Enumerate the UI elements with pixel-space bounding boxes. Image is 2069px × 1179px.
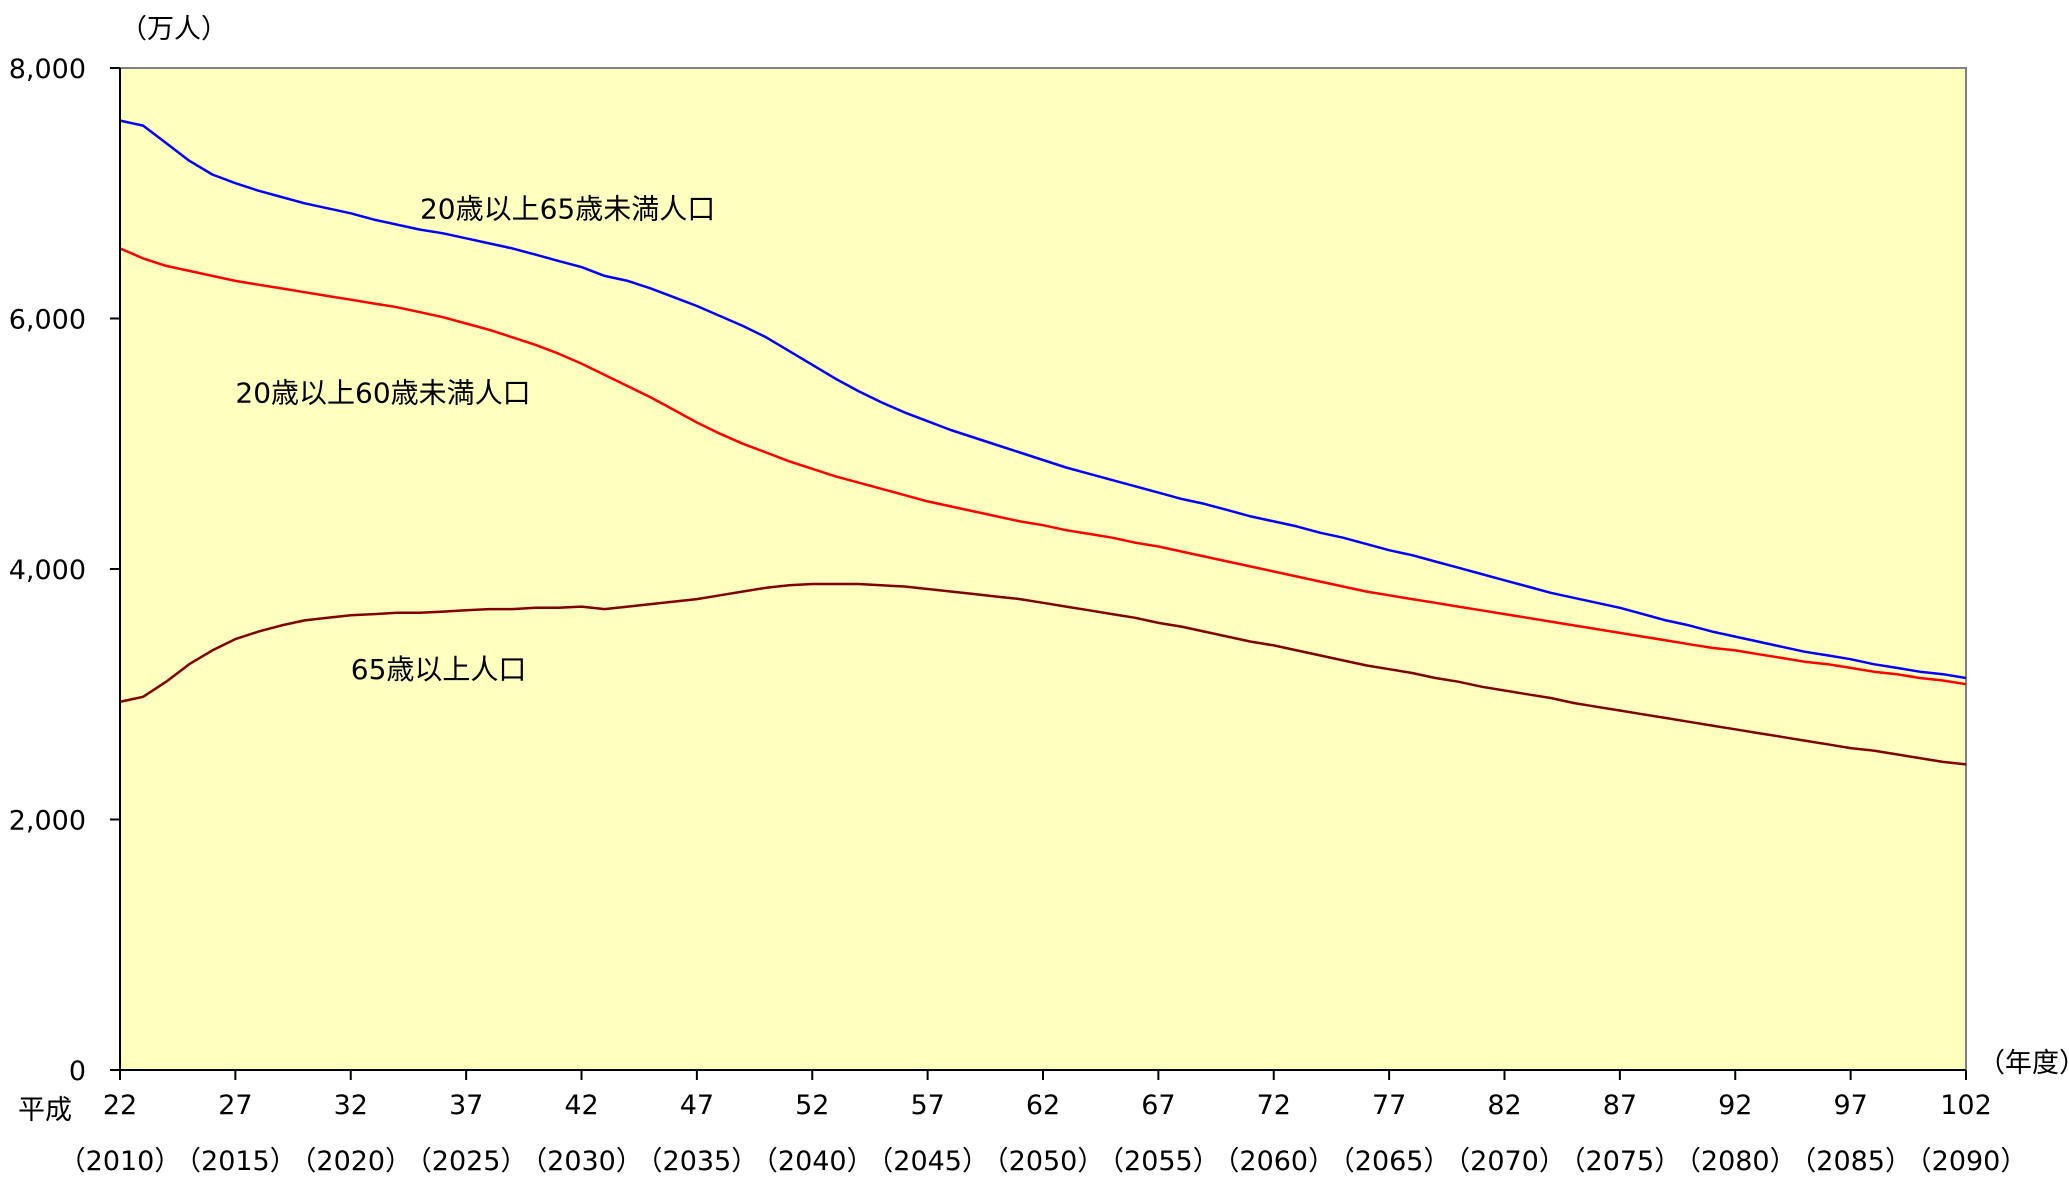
- series-label-1: 20歳以上60歳未満人口: [235, 376, 530, 409]
- x-tick-label: 72: [1257, 1090, 1291, 1121]
- y-axis-unit-label: （万人）: [120, 14, 228, 45]
- x-tick-label: 77: [1372, 1090, 1406, 1121]
- labels-layer: 20歳以上65歳未満人口 20歳以上60歳未満人口 65歳以上人口: [235, 192, 715, 686]
- x-tick-label: 102: [1940, 1090, 1992, 1121]
- y-tick-label: 6,000: [9, 305, 86, 336]
- x-tick-western-year: （2075）: [1559, 1146, 1682, 1177]
- x-tick-western-year: （2010）: [59, 1146, 182, 1177]
- y-tick-label: 8,000: [9, 54, 86, 85]
- x-tick-western-year: （2050）: [982, 1146, 1105, 1177]
- era-label: 平成: [18, 1095, 72, 1126]
- y-tick-label: 2,000: [9, 806, 86, 837]
- x-tick-label: 67: [1141, 1090, 1175, 1121]
- x-tick-western-year: （2065）: [1328, 1146, 1451, 1177]
- x-axis-unit-label: （年度）: [1978, 1048, 2069, 1079]
- series-label-0: 20歳以上65歳未満人口: [420, 192, 715, 225]
- axes-layer: 8,000 6,000 4,000 2,000 0 22 （2010） 27 （2015） 32 （…: [9, 54, 2028, 1177]
- x-tick-western-year: （2045）: [866, 1146, 989, 1177]
- series-layer: [119, 119, 1967, 766]
- x-tick-western-year: （2040）: [751, 1146, 874, 1177]
- x-tick-western-year: （2080）: [1674, 1146, 1797, 1177]
- x-tick-label: 42: [564, 1090, 598, 1121]
- x-tick-label: 52: [795, 1090, 829, 1121]
- series-line-2: [119, 582, 1967, 766]
- y-tick-label: 0: [69, 1056, 86, 1087]
- x-tick-western-year: （2090）: [1905, 1146, 2028, 1177]
- x-tick-western-year: （2015）: [174, 1146, 297, 1177]
- x-tick-label: 82: [1487, 1090, 1521, 1121]
- x-tick-label: 37: [449, 1090, 483, 1121]
- series-label-2: 65歳以上人口: [351, 653, 527, 686]
- x-tick-western-year: （2070）: [1443, 1146, 1566, 1177]
- y-tick-label: 4,000: [9, 555, 86, 586]
- x-tick-label: 47: [680, 1090, 714, 1121]
- x-tick-western-year: （2055）: [1097, 1146, 1220, 1177]
- x-tick-western-year: （2035）: [636, 1146, 759, 1177]
- x-tick-western-year: （2060）: [1212, 1146, 1335, 1177]
- x-tick-label: 87: [1603, 1090, 1637, 1121]
- x-tick-label: 62: [1026, 1090, 1060, 1121]
- x-tick-label: 92: [1718, 1090, 1752, 1121]
- plot-area: [119, 67, 1967, 1071]
- x-tick-label: 32: [334, 1090, 368, 1121]
- x-tick-label: 27: [218, 1090, 252, 1121]
- x-tick-western-year: （2030）: [520, 1146, 643, 1177]
- series-line-0: [119, 119, 1967, 680]
- x-tick-label: 97: [1833, 1090, 1867, 1121]
- x-tick-label: 22: [103, 1090, 137, 1121]
- x-tick-western-year: （2085）: [1789, 1146, 1912, 1177]
- x-tick-label: 57: [910, 1090, 944, 1121]
- x-tick-western-year: （2020）: [289, 1146, 412, 1177]
- x-tick-western-year: （2025）: [405, 1146, 528, 1177]
- series-line-1: [119, 247, 1967, 686]
